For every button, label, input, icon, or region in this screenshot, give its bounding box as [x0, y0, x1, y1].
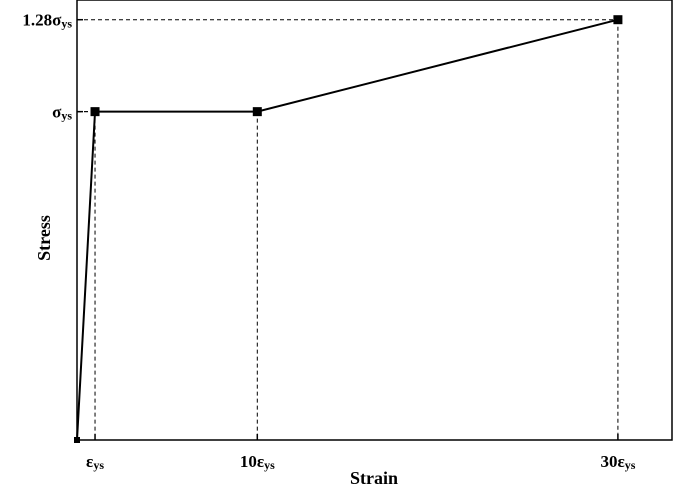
data-point-marker — [613, 15, 623, 25]
x-tick-label: εys — [86, 452, 104, 472]
x-tick-labels: εys 10εys 30εys — [86, 452, 636, 472]
data-series — [74, 15, 623, 443]
axis-ticks — [77, 18, 619, 440]
y-tick-labels: σys 1.28σys — [22, 11, 72, 123]
y-axis-title: Stress — [34, 215, 54, 261]
series-line — [76, 18, 619, 441]
x-axis-title: Strain — [350, 468, 398, 488]
x-tick-label: 30εys — [600, 452, 635, 472]
guide-lines — [77, 19, 619, 440]
data-point-marker — [252, 107, 262, 117]
plot-frame — [76, 0, 673, 441]
y-tick-label: 1.28σys — [22, 11, 72, 31]
y-tick-label: σys — [52, 103, 72, 123]
x-tick-label: 10εys — [240, 452, 275, 472]
data-point-marker — [90, 107, 100, 117]
data-point-marker — [74, 437, 80, 443]
